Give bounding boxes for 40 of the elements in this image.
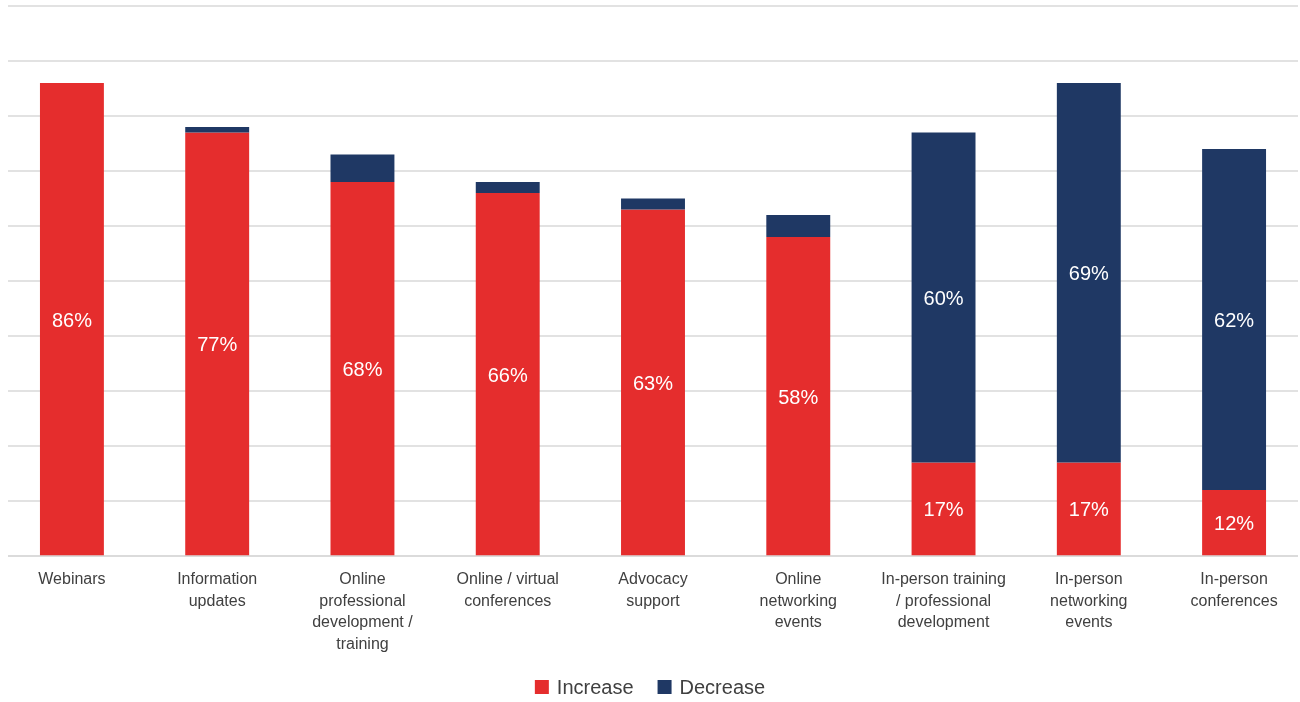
legend-label: Increase <box>556 676 634 698</box>
bar <box>1056 462 1121 556</box>
bar <box>621 209 685 556</box>
x-tick-label: Advocacy support <box>618 570 688 609</box>
data-label: 69% <box>1068 261 1110 284</box>
x-tick-label: Online networking events <box>759 570 837 630</box>
bar <box>1056 83 1121 463</box>
bar <box>330 182 395 556</box>
bar <box>621 198 685 210</box>
data-label: 63% <box>632 371 674 394</box>
legend-label: Decrease <box>679 676 766 698</box>
bar <box>185 127 250 133</box>
x-tick-label: In-person training / professional development <box>881 570 1006 630</box>
data-label: 77% <box>197 333 238 356</box>
x-tick-label: In-person networking events <box>1050 570 1128 630</box>
data-label: 60% <box>923 286 964 309</box>
bar <box>766 237 831 556</box>
x-tick-label: Online / virtual conferences <box>456 570 559 609</box>
bar <box>911 462 976 556</box>
data-label: 12% <box>1214 512 1255 534</box>
x-tick-label: Online professional development / training <box>312 570 414 652</box>
bar <box>330 154 395 182</box>
data-label: 68% <box>342 358 383 380</box>
data-label: 66% <box>487 363 528 386</box>
bar <box>185 132 250 556</box>
bar <box>475 193 540 556</box>
data-label: 58% <box>778 385 819 408</box>
x-tick-label: Information updates <box>177 570 258 609</box>
bar <box>766 215 831 237</box>
data-label: 17% <box>1068 498 1110 521</box>
data-label: 17% <box>923 498 964 521</box>
x-tick-label: In-person conferences <box>1190 570 1278 609</box>
bar <box>1202 490 1267 556</box>
bar <box>1202 149 1267 490</box>
data-label: 86% <box>51 308 93 331</box>
bar <box>911 132 976 463</box>
bar <box>475 182 540 193</box>
bar <box>39 83 104 556</box>
x-tick-label: Webinars <box>38 570 106 587</box>
data-label: 62% <box>1214 308 1255 331</box>
